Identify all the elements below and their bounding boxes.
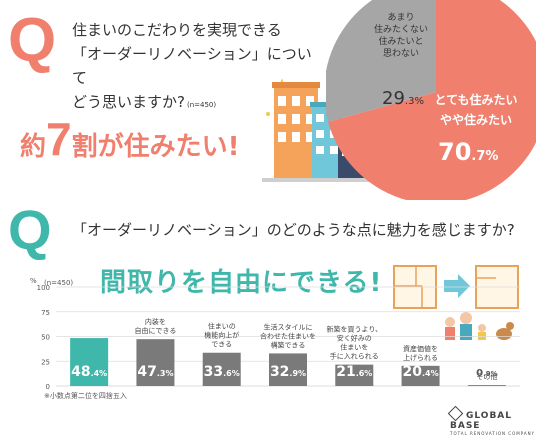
category-label: 間取りを [75, 318, 103, 327]
q2-mark: Q [8, 198, 52, 261]
bar [202, 352, 241, 386]
bar-value-label: 47.3% [137, 364, 173, 380]
pie-label-not-line: 住みたいと [378, 35, 423, 47]
bar [401, 365, 440, 386]
headline-number: 7 [46, 113, 72, 165]
bar-value-int: 20 [403, 364, 423, 380]
bar-value-label: 0.9% [476, 368, 498, 379]
y-tick-label: 0 [46, 383, 50, 391]
y-tick-label: 25 [41, 358, 50, 366]
pie-label-want-line: とても住みたい [434, 92, 517, 107]
brand-logo-icon [447, 405, 464, 422]
category-label: 自由にできる [68, 327, 110, 336]
bar-value-int: 32 [270, 364, 289, 380]
category-label: できる [211, 341, 232, 349]
headline-prefix: 約 [20, 132, 47, 162]
category-label: 手に入れられる [330, 352, 379, 361]
category-label: 内装を [145, 317, 166, 326]
category-label: 構築できる [271, 340, 306, 349]
bar-value-dec: .6% [223, 369, 240, 378]
brand-logo: GLOBAL BASE TOTAL RENOVATION COMPANY [447, 405, 536, 436]
category-label: 上げられる [403, 353, 438, 362]
bar-value-dec: .6% [356, 369, 373, 378]
pie-label-want: とても住みたい やや住みたい [434, 92, 517, 127]
q1-headline: 約7割が住みたい! [20, 116, 239, 162]
bar [269, 353, 307, 386]
pie-label-not-line: 住みたくない [374, 23, 428, 35]
bar-value-dec: .9% [483, 370, 498, 378]
bar-value-label: 21.6% [336, 364, 372, 380]
y-tick-label: 50 [41, 334, 50, 342]
pie-value-not-dec: .3% [405, 96, 424, 107]
pie-slice-not [326, 0, 436, 122]
bar-value-label: 48.4% [71, 364, 107, 380]
pie-value-want-dec: .7% [471, 149, 498, 164]
bar [467, 385, 506, 386]
pie-slices [326, 0, 536, 200]
pie-slice-want [328, 0, 536, 200]
category-label: 住まいの [208, 322, 236, 331]
bar-value-int: 33 [204, 364, 223, 380]
category-label: 安く好みの [337, 334, 372, 343]
q1-sample-size: (n=450) [186, 101, 217, 109]
q1-mark: Q [8, 6, 57, 75]
q2-question: 「オーダーリノベーション」のどのような点に魅力を感じますか? [72, 221, 515, 239]
pie-value-want-int: 70 [438, 138, 471, 166]
q1-question: 住まいのこだわりを実現できる 「オーダーリノベーション」について どう思いますか… [72, 18, 322, 117]
pie-chart: あまり 住みたくない 住みたいと 思わない 29.3% とても住みたい やや住み… [326, 0, 536, 200]
pie-label-want-line: やや住みたい [440, 112, 512, 127]
bar [136, 339, 175, 386]
category-label: 生活スタイルに [264, 322, 313, 331]
headline-suffix: 割が住みたい! [71, 132, 240, 162]
category-label: 合わせた住まいを [260, 331, 316, 340]
chart-sample-size: (n=450) [44, 279, 73, 287]
bar-value-int: 21 [336, 364, 355, 380]
category-label: 住まいを [340, 343, 368, 352]
bar-value-dec: .4% [91, 369, 108, 378]
q2-big-title: 間取りを自由にできる! [100, 268, 383, 298]
bar-value-label: 20.4% [403, 364, 439, 380]
pie-label-not-line: あまり [387, 12, 414, 23]
q1-question-text: 住まいのこだわりを実現できる 「オーダーリノベーション」について どう思いますか… [72, 21, 312, 111]
brand-tagline: TOTAL RENOVATION COMPANY [450, 431, 535, 436]
bar-value-dec: .3% [157, 369, 174, 378]
brand-name: GLOBAL BASE [450, 411, 513, 431]
bar [70, 338, 109, 386]
bar-value-dec: .9% [289, 369, 306, 378]
rounding-note: ※小数点第二位を四捨五入 [44, 392, 127, 400]
pie-value-want: 70.7% [438, 138, 498, 166]
bars: 間取りを自由にできる48.4%内装を自由にできる47.3%住まいの機能向上ができ… [68, 317, 506, 386]
bar-value-label: 32.9% [270, 364, 306, 380]
bar-value-dec: .4% [422, 369, 439, 378]
category-label: その他 [476, 372, 497, 381]
bar-value-int: 0 [476, 368, 483, 379]
pie-value-not: 29.3% [382, 88, 424, 109]
bar-value-int: 48 [71, 364, 90, 380]
category-label: 自由にできる [134, 326, 176, 335]
building-illustration [262, 78, 380, 182]
y-axis-unit: % [30, 277, 37, 285]
category-label: 機能向上が [204, 331, 239, 340]
pie-value-not-int: 29 [382, 88, 405, 109]
bar-value-int: 47 [137, 364, 156, 380]
category-label: 新築を買うより、 [326, 325, 382, 334]
pie-label-not-line: 思わない [383, 48, 419, 59]
bar [335, 364, 374, 386]
y-tick-label: 75 [41, 309, 50, 317]
category-label: 資産価値を [403, 344, 438, 353]
y-tick-label: 100 [37, 284, 50, 292]
bar-value-label: 33.6% [204, 364, 240, 380]
pie-label-not: あまり 住みたくない 住みたいと 思わない [374, 12, 428, 59]
